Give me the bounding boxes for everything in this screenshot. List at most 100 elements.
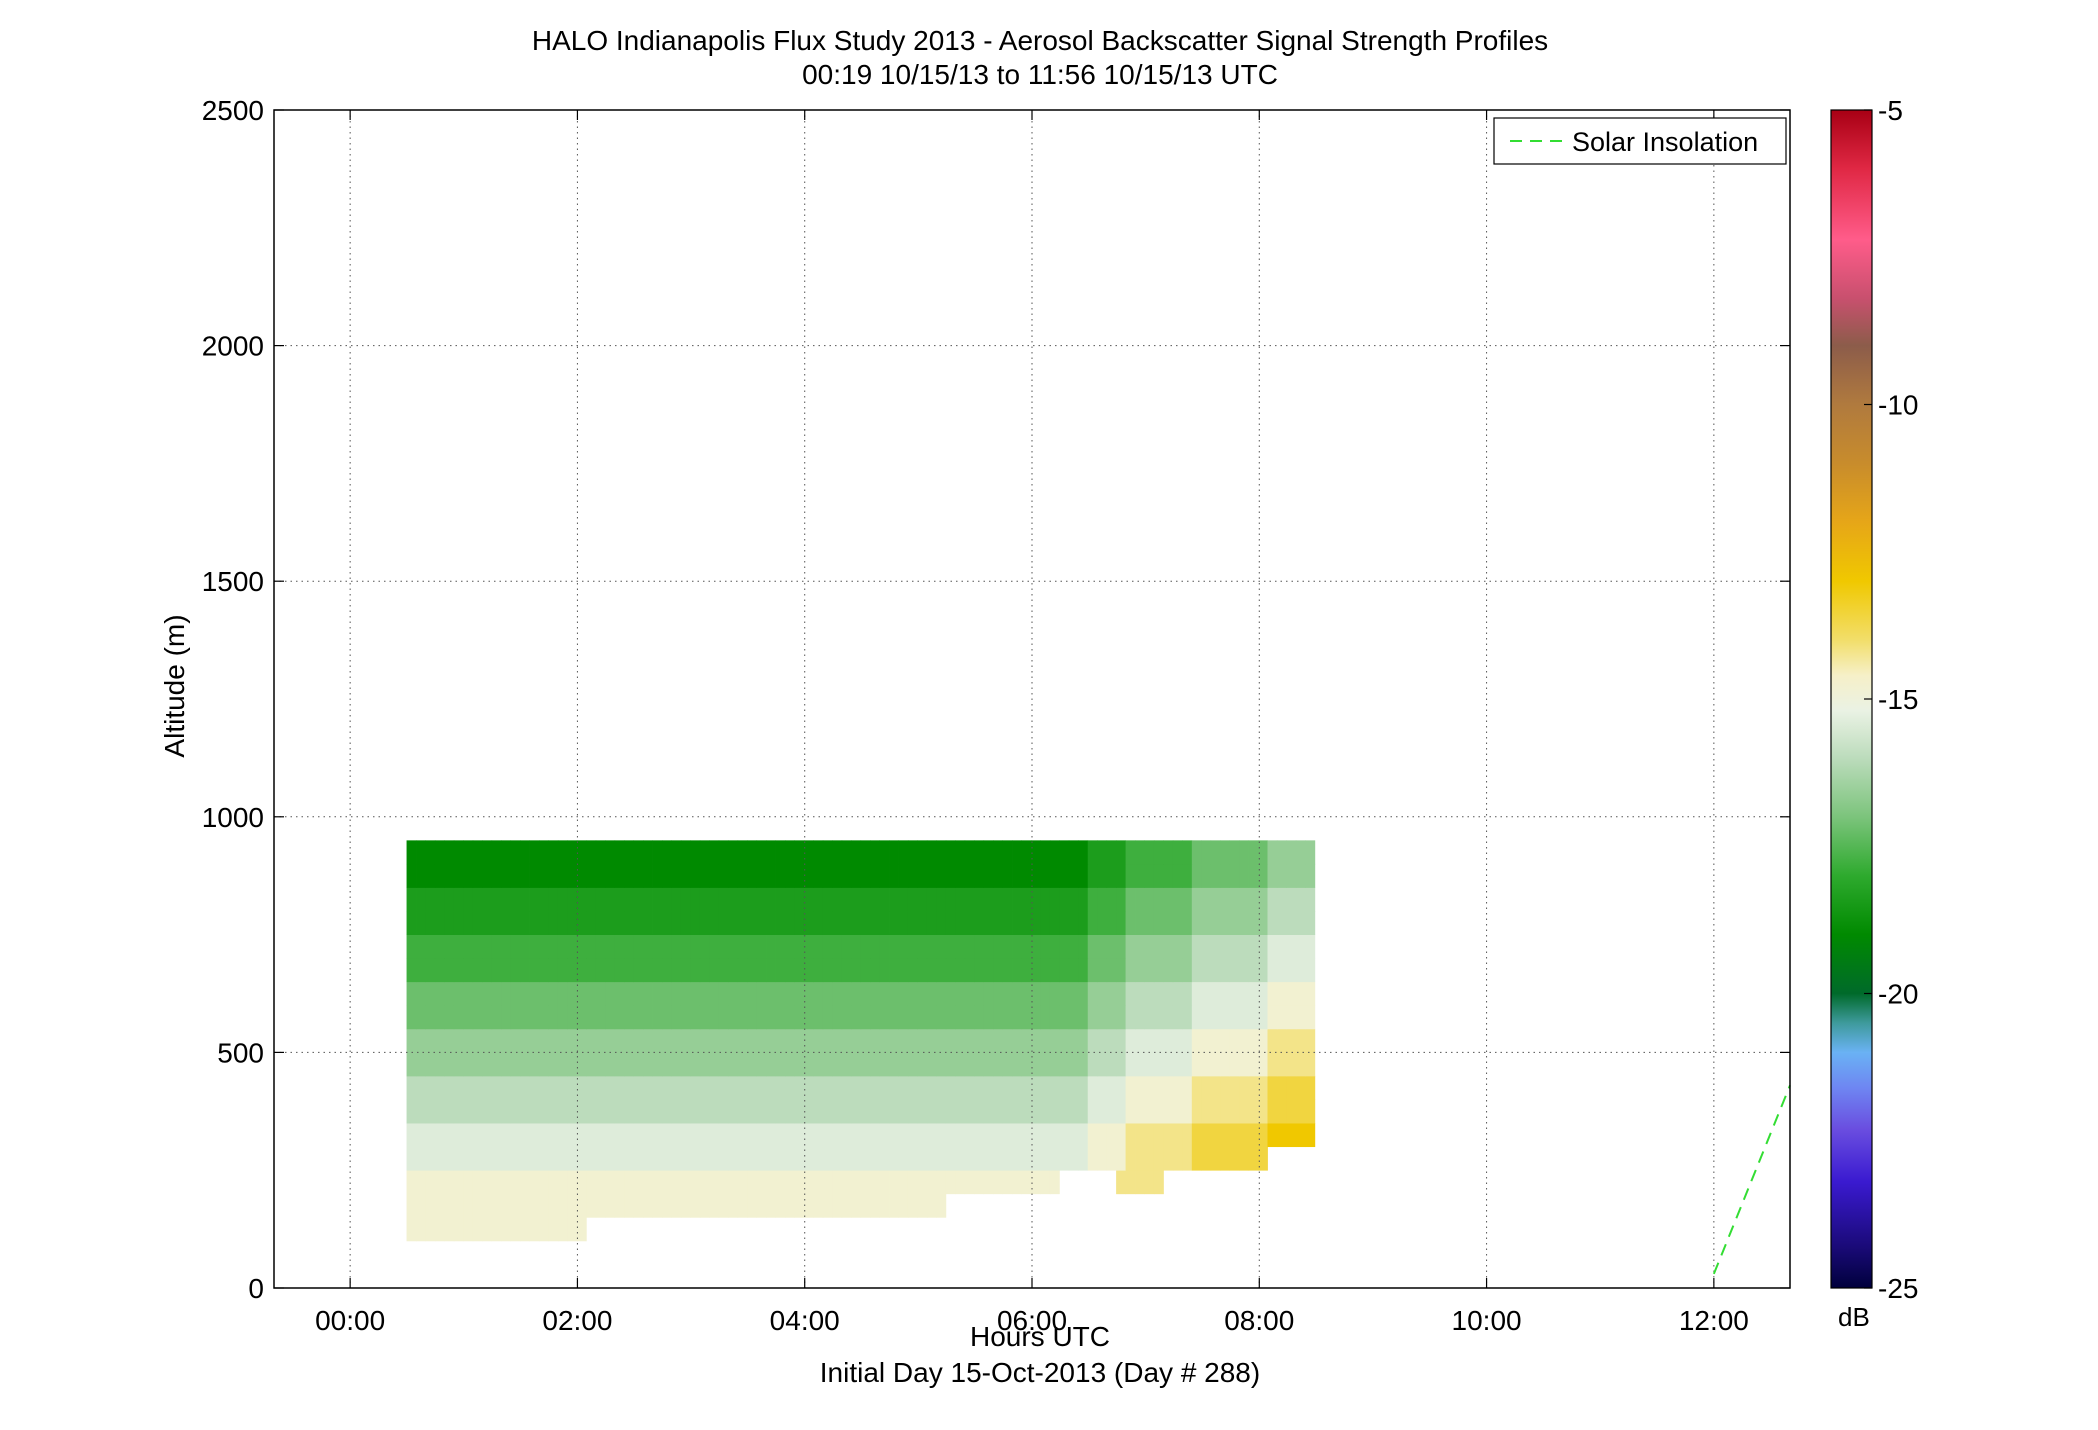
heatmap-cell [1040,840,1051,865]
heatmap-cell [680,1075,691,1100]
heatmap-cell [652,1028,663,1053]
heatmap-cell [662,1028,672,1053]
heatmap-cell [718,1005,729,1030]
heatmap-cell [974,958,985,983]
heatmap-cell [539,1193,549,1218]
heatmap-cell [832,863,843,888]
heatmap-cell [709,1028,720,1053]
heatmap-cell [662,1170,672,1195]
heatmap-cell [870,981,880,1006]
heatmap-cell [1182,1123,1193,1148]
heatmap-cell [1220,934,1231,959]
heatmap-cell [434,934,445,959]
heatmap-cell [1172,1123,1183,1148]
heatmap-cell [775,840,786,865]
heatmap-cell [851,840,862,865]
heatmap-cell [879,934,890,959]
heatmap-cell [671,1170,682,1195]
heatmap-cell [463,1123,474,1148]
heatmap-cell [416,1075,426,1100]
heatmap-cell [841,1005,852,1030]
heatmap-cell [1220,1099,1231,1124]
heatmap-cell [1002,1170,1013,1195]
heatmap-cell [690,958,701,983]
heatmap-cell [595,1028,606,1053]
heatmap-cell [1201,1028,1212,1053]
heatmap-cell [652,1005,663,1030]
heatmap-cell [860,958,871,983]
heatmap-cell [576,958,587,983]
heatmap-cell [1267,1075,1278,1100]
heatmap-cell [1220,1123,1231,1148]
heatmap-cell [690,887,701,912]
heatmap-cell [756,1099,767,1124]
grid-lines [274,109,1790,1289]
heatmap-cell [1267,958,1278,983]
heatmap-cell [482,1146,493,1171]
heatmap-cell [472,863,483,888]
heatmap-cell [983,981,994,1006]
heatmap-cell [1012,1123,1022,1148]
heatmap-cell [936,863,947,888]
heatmap-cell [1210,1028,1221,1053]
heatmap-cell [1191,1052,1202,1077]
heatmap-cell [491,1193,502,1218]
heatmap-cell [1040,863,1051,888]
heatmap-cell [974,981,985,1006]
heatmap-cell [586,840,597,865]
y-tick-label: 1500 [202,566,264,597]
heatmap-cell [737,1005,748,1030]
heatmap-cell [879,1123,890,1148]
heatmap-cell [898,1193,909,1218]
heatmap-cell [1220,981,1231,1006]
heatmap-cell [586,1028,597,1053]
heatmap-cell [822,958,833,983]
heatmap-cell [463,1146,474,1171]
heatmap-cell [1049,1052,1060,1077]
heatmap-cell [822,1193,833,1218]
heatmap-cell [1059,1052,1070,1077]
heatmap-cell [548,1193,559,1218]
heatmap-cell [898,1075,909,1100]
heatmap-cell [557,840,568,865]
heatmap-cell [832,887,843,912]
heatmap-cell [860,1193,871,1218]
heatmap-cell [1116,1170,1126,1195]
heatmap-cell [756,887,767,912]
heatmap-cell [539,958,549,983]
heatmap-cell [747,1193,758,1218]
heatmap-cell [1191,934,1202,959]
heatmap-cell [1201,1005,1212,1030]
heatmap-cell [444,958,455,983]
heatmap-cell [529,1193,540,1218]
heatmap-cell [425,1005,436,1030]
heatmap-cell [482,934,493,959]
heatmap-cell [1002,863,1013,888]
heatmap-cell [510,887,521,912]
heatmap-cell [822,863,833,888]
heatmap-cell [671,934,682,959]
heatmap-cell [406,887,417,912]
heatmap-cell [993,863,1003,888]
heatmap-cell [425,1146,436,1171]
heatmap-cell [1182,934,1193,959]
heatmap-cell [529,887,540,912]
heatmap-cell [889,840,899,865]
heatmap-cell [1220,1005,1231,1030]
heatmap-cell [1097,887,1108,912]
heatmap-cell [1258,958,1268,983]
heatmap-cell [529,1170,540,1195]
heatmap-cell [898,863,909,888]
heatmap-cell [841,1075,852,1100]
heatmap-cell [633,1005,644,1030]
heatmap-cell [728,1146,739,1171]
heatmap-cell [662,1005,672,1030]
heatmap-cell [539,981,549,1006]
heatmap-cell [803,1052,814,1077]
heatmap-cell [1305,911,1316,935]
heatmap-cell [482,1193,493,1218]
heatmap-cell [794,981,805,1006]
heatmap-cell [444,1005,455,1030]
heatmap-cell [586,1099,597,1124]
heatmap-cell [1163,1052,1174,1077]
